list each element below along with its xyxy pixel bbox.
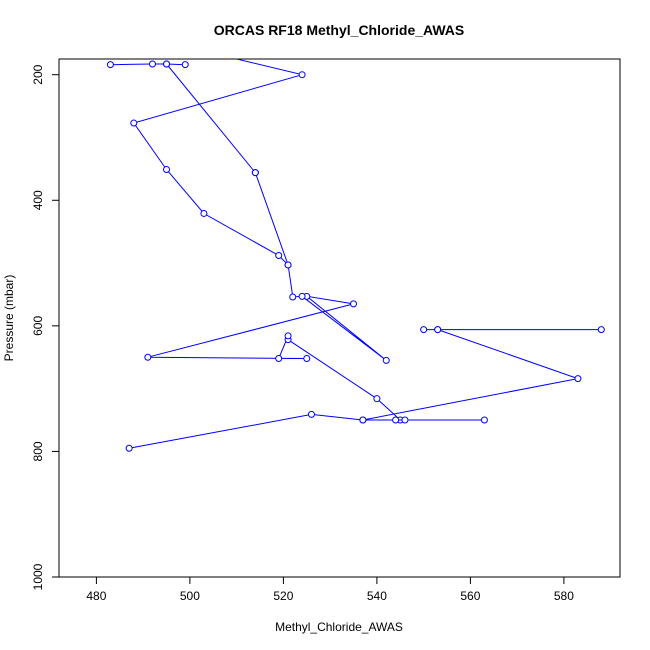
x-tick-label: 480 xyxy=(86,589,106,603)
data-point xyxy=(434,326,442,334)
data-point xyxy=(106,61,114,69)
series-line xyxy=(129,59,402,449)
data-point xyxy=(307,410,315,418)
data-point xyxy=(373,395,381,403)
series-0 xyxy=(125,59,404,452)
series-5 xyxy=(163,60,259,177)
x-axis: 480 500 520 540 560 580 xyxy=(86,576,574,603)
data-point xyxy=(359,416,367,424)
data-point xyxy=(597,326,605,334)
series-line xyxy=(362,329,580,421)
x-tick-label: 580 xyxy=(554,589,574,603)
data-point xyxy=(382,356,390,364)
chart-title: ORCAS RF18 Methyl_Chloride_AWAS xyxy=(214,22,465,38)
data-point xyxy=(284,332,292,340)
data-point xyxy=(420,326,428,334)
y-axis: 200 400 600 800 1000 xyxy=(31,64,60,590)
data-point xyxy=(289,293,297,301)
series-4 xyxy=(251,169,292,269)
y-tick-label: 1000 xyxy=(31,563,45,590)
series-layer xyxy=(106,59,605,452)
y-tick-label: 400 xyxy=(31,190,45,210)
x-tick-label: 540 xyxy=(367,589,387,603)
series-3 xyxy=(392,416,488,424)
data-point xyxy=(125,444,133,452)
series-2 xyxy=(359,326,582,424)
x-axis-label: Methyl_Chloride_AWAS xyxy=(275,620,403,634)
series-6 xyxy=(106,60,189,69)
data-point xyxy=(298,292,306,300)
data-point xyxy=(392,416,400,424)
y-axis-label: Pressure (mbar) xyxy=(2,275,16,362)
data-point xyxy=(200,209,208,217)
data-point xyxy=(181,61,189,69)
data-point xyxy=(149,60,156,68)
x-tick-label: 520 xyxy=(273,589,293,603)
y-tick-label: 600 xyxy=(31,316,45,336)
series-line xyxy=(110,63,186,66)
data-point xyxy=(144,353,152,361)
data-point xyxy=(574,375,582,383)
data-point xyxy=(284,261,292,269)
x-tick-label: 560 xyxy=(460,589,480,603)
series-line xyxy=(254,172,289,266)
y-tick-label: 200 xyxy=(31,64,45,84)
data-point xyxy=(163,166,171,174)
data-point xyxy=(163,60,171,68)
data-point xyxy=(251,169,259,177)
series-line xyxy=(166,63,256,173)
x-tick-label: 500 xyxy=(180,589,200,603)
y-tick-label: 800 xyxy=(31,441,45,461)
data-point xyxy=(275,252,283,260)
data-point xyxy=(303,354,311,362)
data-point xyxy=(350,300,358,308)
data-point xyxy=(298,71,306,79)
data-point xyxy=(130,119,138,127)
data-point xyxy=(275,354,283,362)
series-1 xyxy=(420,326,605,334)
data-point xyxy=(480,416,488,424)
data-point xyxy=(401,416,409,424)
